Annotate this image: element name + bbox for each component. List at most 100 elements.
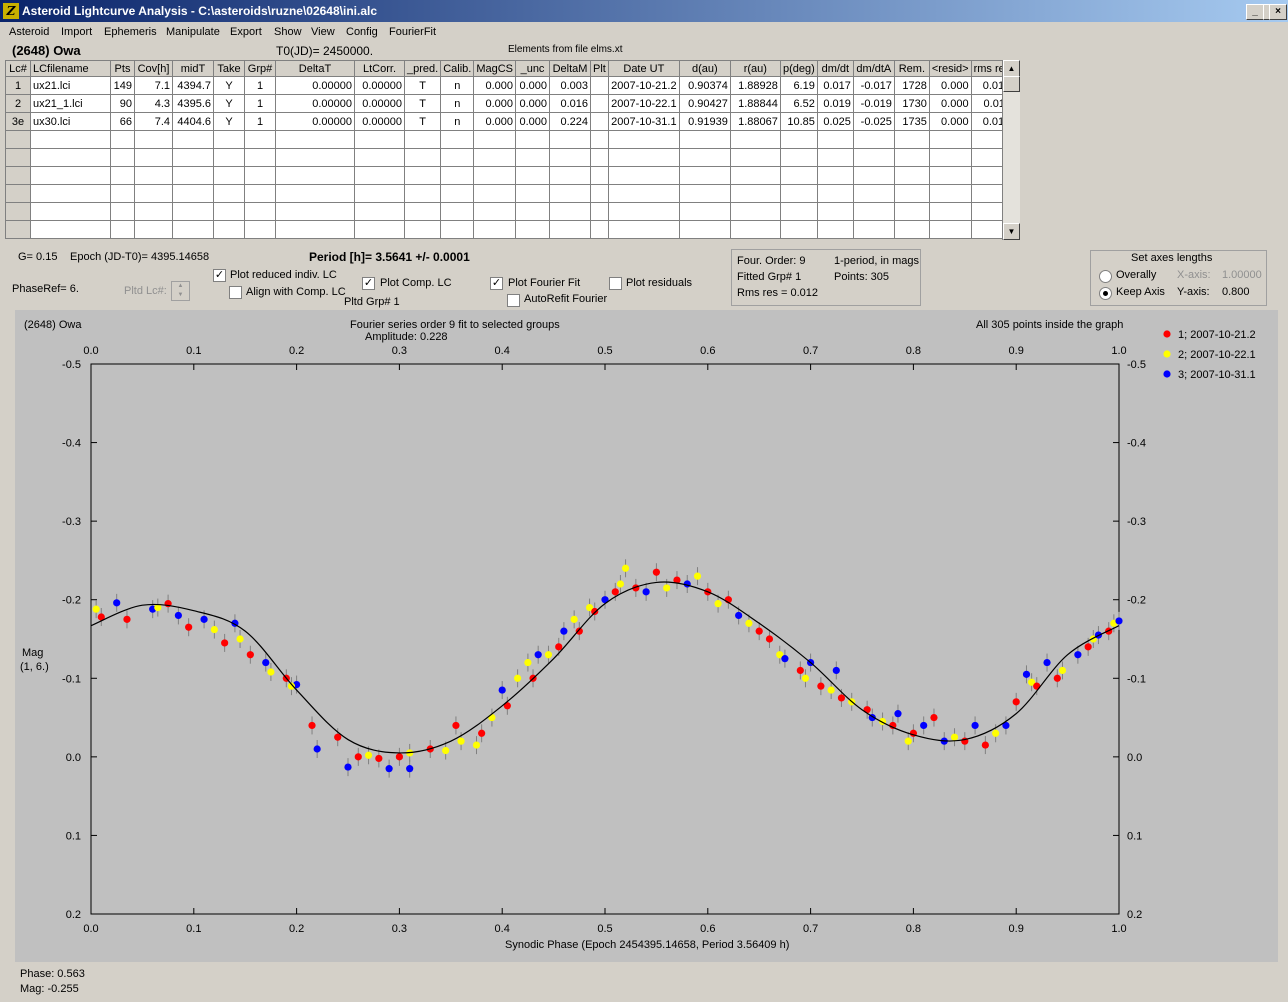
col-header[interactable]: Rem. — [893, 60, 930, 77]
table-row-empty[interactable] — [5, 166, 1014, 185]
table-cell[interactable] — [134, 166, 173, 185]
table-cell[interactable] — [515, 220, 551, 239]
table-cell[interactable] — [893, 130, 930, 149]
table-cell[interactable] — [440, 130, 475, 149]
table-cell[interactable]: 2007-10-31.1 — [607, 112, 680, 131]
table-cell[interactable] — [779, 148, 818, 167]
table-cell[interactable] — [852, 202, 895, 221]
table-cell[interactable]: 0.000 — [473, 94, 517, 113]
table-cell[interactable]: ux30.lci — [30, 112, 111, 131]
col-header[interactable]: dm/dt — [816, 60, 854, 77]
row-header[interactable] — [5, 220, 31, 239]
table-cell[interactable]: 7.1 — [134, 76, 173, 95]
table-cell[interactable] — [275, 184, 355, 203]
table-row-empty[interactable] — [5, 130, 1014, 149]
table-cell[interactable] — [403, 166, 442, 185]
table-cell[interactable] — [852, 166, 895, 185]
table-cell[interactable] — [172, 130, 214, 149]
table-cell[interactable] — [893, 166, 930, 185]
table-cell[interactable] — [678, 220, 731, 239]
table-cell[interactable] — [515, 166, 551, 185]
table-cell[interactable] — [779, 166, 818, 185]
table-cell[interactable] — [244, 202, 276, 221]
table-cell[interactable]: Y — [213, 94, 245, 113]
table-cell[interactable]: 0.000 — [473, 112, 517, 131]
table-cell[interactable] — [213, 130, 245, 149]
table-cell[interactable]: 0.019 — [816, 94, 854, 113]
row-header[interactable]: 2 — [5, 94, 31, 113]
table-cell[interactable] — [172, 148, 214, 167]
table-cell[interactable] — [172, 202, 214, 221]
table-cell[interactable] — [549, 148, 592, 167]
table-cell[interactable] — [473, 130, 517, 149]
table-cell[interactable] — [607, 184, 680, 203]
table-cell[interactable] — [30, 202, 111, 221]
col-header[interactable]: LCfilename — [30, 60, 111, 77]
table-cell[interactable] — [440, 184, 475, 203]
lightcurve-chart[interactable]: 0.0 0.0 0.1 0.1 0.2 0.2 0.3 0.3 0.4 0.4 0.5 0.5 0.6 0… — [15, 310, 1278, 962]
table-cell[interactable] — [275, 220, 355, 239]
table-cell[interactable] — [816, 166, 854, 185]
table-cell[interactable] — [134, 220, 173, 239]
plot-residuals-checkbox[interactable] — [609, 277, 622, 290]
table-cell[interactable] — [134, 130, 173, 149]
table-cell[interactable]: 0.000 — [473, 76, 517, 95]
table-cell[interactable] — [473, 166, 517, 185]
table-cell[interactable] — [779, 220, 818, 239]
table-cell[interactable]: 0.00000 — [275, 112, 355, 131]
table-row-empty[interactable] — [5, 202, 1014, 221]
table-cell[interactable] — [729, 184, 781, 203]
table-cell[interactable] — [779, 130, 818, 149]
table-cell[interactable] — [549, 184, 592, 203]
table-cell[interactable]: 0.90427 — [678, 94, 731, 113]
table-cell[interactable] — [213, 202, 245, 221]
table-cell[interactable] — [678, 130, 731, 149]
table-cell[interactable] — [244, 130, 276, 149]
table-cell[interactable] — [816, 184, 854, 203]
table-cell[interactable] — [729, 220, 781, 239]
table-cell[interactable] — [928, 184, 972, 203]
table-cell[interactable] — [549, 202, 592, 221]
overally-radio[interactable] — [1099, 270, 1112, 283]
table-scrollbar[interactable]: ▲ ▼ — [1002, 60, 1020, 240]
table-cell[interactable] — [275, 148, 355, 167]
col-header[interactable]: Cov[h] — [134, 60, 173, 77]
table-cell[interactable] — [110, 130, 135, 149]
table-cell[interactable]: 0.224 — [549, 112, 592, 131]
col-header[interactable]: Lc# — [5, 60, 31, 77]
table-cell[interactable] — [403, 202, 442, 221]
table-cell[interactable] — [928, 220, 972, 239]
table-cell[interactable]: 0.025 — [816, 112, 854, 131]
table-cell[interactable]: 0.003 — [549, 76, 592, 95]
col-header[interactable]: <resid> — [928, 60, 972, 77]
table-cell[interactable] — [172, 184, 214, 203]
close-button[interactable]: × — [1269, 4, 1287, 20]
table-cell[interactable]: 1 — [244, 94, 276, 113]
table-cell[interactable] — [515, 202, 551, 221]
table-cell[interactable] — [852, 130, 895, 149]
col-header[interactable]: Grp# — [244, 60, 276, 77]
table-cell[interactable] — [110, 148, 135, 167]
table-cell[interactable] — [928, 130, 972, 149]
keep-axis-radio[interactable] — [1099, 287, 1112, 300]
table-cell[interactable] — [354, 130, 405, 149]
table-cell[interactable] — [928, 202, 972, 221]
table-cell[interactable] — [779, 202, 818, 221]
table-cell[interactable] — [590, 166, 609, 185]
table-cell[interactable] — [549, 166, 592, 185]
table-cell[interactable]: 0.000 — [515, 76, 551, 95]
table-cell[interactable] — [244, 184, 276, 203]
row-header[interactable] — [5, 130, 31, 149]
table-cell[interactable] — [172, 220, 214, 239]
table-cell[interactable] — [893, 220, 930, 239]
pltd-lc-spinner[interactable]: ▲ ▼ — [171, 281, 190, 301]
table-cell[interactable]: 0.00000 — [354, 94, 405, 113]
table-cell[interactable] — [779, 184, 818, 203]
table-cell[interactable] — [607, 130, 680, 149]
menu-manipulate[interactable]: Manipulate — [166, 26, 220, 38]
table-cell[interactable]: 0.91939 — [678, 112, 731, 131]
table-cell[interactable] — [473, 148, 517, 167]
table-cell[interactable] — [110, 166, 135, 185]
table-cell[interactable]: ux21.lci — [30, 76, 111, 95]
